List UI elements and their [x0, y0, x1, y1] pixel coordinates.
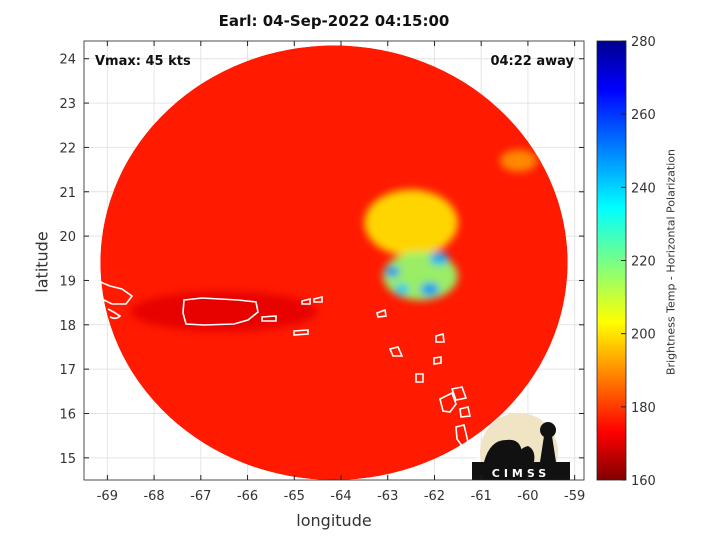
- x-tick-label: -65: [284, 489, 305, 504]
- x-axis-ticks: -69 -68 -67 -66 -65 -64 -63 -62 -61 -60 -59: [97, 41, 585, 504]
- y-tick-label: 18: [59, 319, 76, 334]
- figure-title: Earl: 04-Sep-2022 04:15:00: [218, 12, 450, 30]
- y-axis-ticks: 15 16 17 18 19 20 21 22 23 24: [59, 53, 584, 467]
- y-tick-label: 15: [59, 452, 76, 467]
- y-tick-label: 16: [59, 407, 76, 422]
- y-tick-label: 24: [59, 53, 76, 68]
- x-tick-label: -66: [237, 489, 258, 504]
- convection-cell: [499, 149, 538, 172]
- coast-virgin-islands-2: [301, 297, 311, 305]
- colorbar-tick-label: 240: [631, 181, 656, 196]
- colorbar-tick-label: 180: [631, 401, 656, 416]
- convection-cell: [420, 282, 440, 296]
- colorbar-tick-label: 220: [631, 255, 656, 270]
- x-tick-label: -64: [330, 489, 351, 504]
- coast-dominica: [455, 424, 469, 448]
- x-axis-label: longitude: [296, 511, 372, 530]
- y-tick-label: 23: [59, 97, 76, 112]
- coast-guadeloupe: [439, 386, 468, 413]
- radiometer-swath: [100, 45, 568, 480]
- x-tick-label: -59: [564, 489, 585, 504]
- y-tick-label: 20: [59, 230, 76, 245]
- coast-hispaniola-south: [107, 308, 122, 320]
- x-tick-label: -60: [517, 489, 538, 504]
- colorbar-tick-label: 260: [631, 108, 656, 123]
- water-tower-icon: [540, 422, 556, 438]
- coast-antigua: [435, 332, 445, 343]
- colorbar-tick-label: 280: [631, 35, 656, 50]
- vmax-label: Vmax: 45 kts: [95, 54, 191, 69]
- swath-background: [100, 45, 568, 480]
- coast-montserrat: [388, 346, 404, 357]
- x-tick-label: -62: [424, 489, 445, 504]
- convection-cell: [364, 189, 458, 257]
- cimss-logo: CIMSS: [472, 413, 570, 480]
- coast-stmartin: [376, 308, 387, 318]
- colorbar-tick-label: 200: [631, 328, 656, 343]
- colorbar-tick-label: 160: [631, 474, 656, 489]
- coast-nevis: [415, 373, 424, 383]
- colorbar-ticks: 160 180 200 220 240 260 280: [621, 35, 656, 489]
- y-axis-label: latitude: [32, 231, 52, 293]
- y-tick-label: 21: [59, 186, 76, 201]
- coast-puerto-rico: [182, 297, 259, 326]
- x-tick-label: -61: [471, 489, 492, 504]
- y-tick-label: 22: [59, 141, 76, 156]
- x-tick-label: -63: [377, 489, 398, 504]
- convection-cell: [385, 266, 400, 277]
- convection-cell: [394, 284, 409, 295]
- x-tick-label: -69: [97, 489, 118, 504]
- colorbar-label: Brightness Temp - Horizontal Polarizatio…: [664, 149, 678, 375]
- coast-marie-galante: [459, 406, 471, 418]
- x-tick-label: -68: [143, 489, 164, 504]
- axes-frame: [83, 40, 585, 481]
- time-offset-label: 04:22 away: [490, 54, 574, 69]
- y-tick-label: 17: [59, 363, 76, 378]
- coast-hispaniola: [84, 280, 134, 305]
- coast-hispaniola-islet: [84, 263, 95, 272]
- x-tick-label: -67: [190, 489, 211, 504]
- radar-dish-icon: [484, 439, 522, 462]
- coast-anguilla: [313, 295, 323, 303]
- coast-virgin-islands-1: [293, 329, 309, 336]
- convection-cell: [429, 251, 449, 265]
- coast-islet-a: [433, 356, 442, 365]
- coast-vieques: [261, 315, 277, 322]
- convection-cell: [130, 291, 318, 332]
- y-tick-label: 19: [59, 274, 76, 289]
- logo-text: CIMSS: [492, 467, 550, 480]
